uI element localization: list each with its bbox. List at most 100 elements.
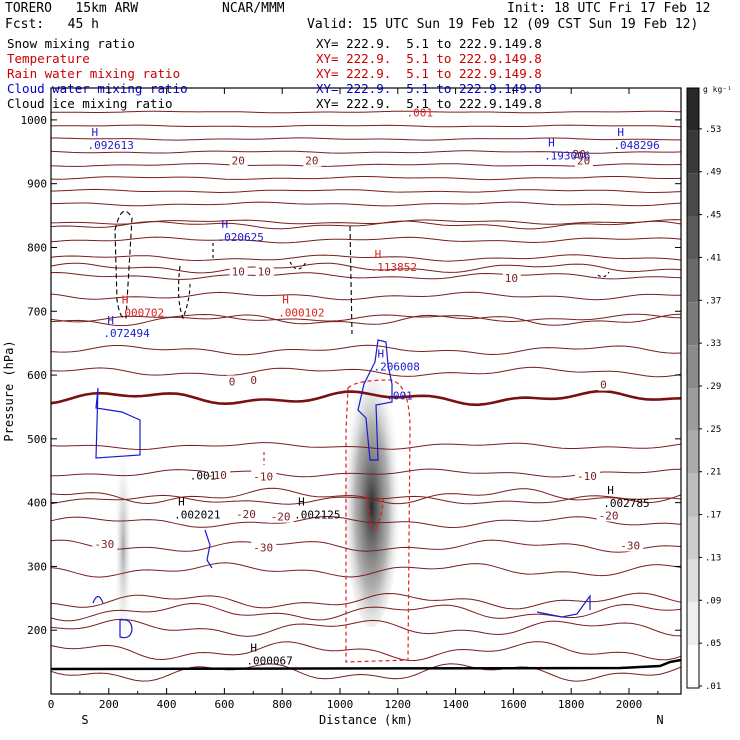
y-tick-label: 200	[27, 624, 47, 637]
colorbar-tick-label: .17	[705, 511, 721, 521]
isotherm-label-bg	[303, 154, 322, 167]
y-tick-label: 400	[27, 497, 47, 510]
isotherm-line	[50, 344, 682, 356]
colorbar-swatch	[687, 259, 699, 303]
legend-field-extent: XY= 222.9. 5.1 to 222.9.149.8	[316, 66, 542, 81]
colorbar-swatch	[687, 388, 699, 431]
isotherm-label: -30	[620, 539, 640, 552]
isotherm-line-labelled	[50, 220, 682, 230]
isotherm-line	[50, 539, 682, 553]
isotherm-label: 20	[577, 155, 590, 168]
colorbar-swatch	[687, 645, 699, 688]
cloud-water-max-value: .092613	[87, 139, 133, 152]
cloud-ice-max-h: H	[250, 642, 257, 655]
model-title: TORERO 15km ARW	[5, 1, 139, 16]
rain-max-value: .000102	[278, 306, 324, 319]
cloud-ice-max-value: .000067	[246, 655, 292, 668]
isotherm-label-bg	[598, 378, 610, 391]
colorbar-tick-label: .01	[705, 682, 721, 692]
contour-value-label: .001	[386, 389, 413, 402]
colorbar-tick-label: .29	[705, 382, 721, 392]
isotherm-label-bg	[574, 469, 600, 482]
isotherm-label-bg	[255, 265, 274, 278]
colorbar-tick-label: .25	[705, 425, 721, 435]
isotherm-label-bg	[226, 375, 238, 388]
rain-max-value: .113852	[371, 261, 417, 274]
isotherm-line-labelled	[50, 262, 682, 274]
snow-max-h: H	[178, 496, 185, 509]
legend-field-extent: XY= 222.9. 5.1 to 222.9.149.8	[316, 51, 542, 66]
colorbar-swatch	[687, 302, 699, 346]
rain-max-h: H	[122, 293, 129, 306]
isotherm-label: -20	[599, 509, 619, 522]
cloud-water-max-h: H	[617, 126, 624, 139]
snow-max-value: .002021	[174, 509, 220, 522]
snow-max-h: H	[298, 496, 305, 509]
isotherm-line	[50, 236, 682, 244]
isotherm-line	[50, 663, 682, 682]
snow-max-value: .002785	[603, 497, 649, 510]
y-tick-label: 500	[27, 433, 47, 446]
isotherm-label-bg	[574, 154, 593, 167]
snow-max-h: H	[607, 484, 614, 497]
isotherm-label: 10	[258, 266, 271, 279]
x-axis-label: Distance (km)	[319, 713, 413, 727]
legend-field-name: Rain water mixing ratio	[7, 66, 181, 81]
colorbar-frame	[686, 87, 700, 689]
isotherm-label: -10	[577, 470, 597, 483]
isotherm-label: 20	[232, 155, 245, 168]
colorbar-tick-label: .53	[705, 125, 721, 135]
isotherm-label-bg	[268, 510, 294, 523]
isotherm-line	[51, 137, 681, 141]
legend-field-extent: XY= 222.9. 5.1 to 222.9.149.8	[316, 96, 542, 111]
cloud-water-contour-right	[536, 594, 591, 618]
isotherm-label: -10	[207, 469, 227, 482]
isotherm-label-bg	[233, 508, 259, 521]
direction-south: S	[81, 713, 88, 727]
x-tick-label: 600	[214, 698, 234, 711]
colorbar-tick-label: .45	[705, 211, 721, 221]
cloud-water-max-h: H	[378, 348, 385, 361]
snow-contour-mid	[177, 265, 191, 320]
snow-contour-right	[597, 271, 610, 278]
isotherm-label: -30	[253, 541, 273, 554]
isotherm-label-bg	[92, 538, 118, 551]
isotherm-line	[50, 110, 682, 114]
x-tick-label: 1000	[327, 698, 354, 711]
y-axis-label: Pressure (hPa)	[2, 340, 16, 441]
init-time: Init: 18 UTC Fri 17 Feb 12	[507, 1, 711, 16]
isotherm-line	[50, 271, 682, 280]
isotherm-line	[50, 516, 682, 529]
isotherm-line	[50, 124, 682, 128]
y-tick-label: 700	[27, 305, 47, 318]
cloud-water-contour-low	[92, 595, 104, 604]
cloud-water-contour-left	[95, 387, 141, 459]
y-tick-label: 800	[27, 241, 47, 254]
colorbar-swatch	[687, 602, 699, 646]
legend-field-extent: XY= 222.9. 5.1 to 222.9.149.8	[316, 36, 542, 51]
cloud-water-max-value: .072494	[103, 327, 150, 340]
forecast-hour: Fcst: 45 h	[5, 17, 99, 32]
contour-value-label: .001	[190, 470, 217, 483]
cloud-water-contour-main	[357, 339, 393, 461]
isotherm-line	[50, 641, 682, 662]
cloud-water-max-value: .206008	[374, 361, 420, 374]
x-tick-label: 400	[157, 698, 177, 711]
colorbar-swatch	[687, 216, 699, 260]
rain-max-value: .000702	[118, 306, 164, 319]
y-tick-label: 300	[27, 560, 47, 573]
legend-field-name: Temperature	[7, 51, 90, 66]
colorbar-tick-label: .33	[705, 339, 721, 349]
colorbar-tick-label: .41	[705, 253, 721, 263]
cloud-water-max-h: H	[548, 136, 555, 149]
rain-contour-main	[345, 379, 411, 663]
isotherm-label: 0	[229, 375, 236, 388]
colorbar-swatch	[687, 516, 699, 560]
contour-value-label: 20	[573, 148, 586, 161]
isotherm-line	[50, 366, 682, 378]
isotherm-line	[50, 313, 682, 323]
colorbar-tick-label: .13	[705, 553, 721, 563]
organization: NCAR/MMM	[222, 1, 285, 16]
isotherm-label: 20	[305, 155, 318, 168]
